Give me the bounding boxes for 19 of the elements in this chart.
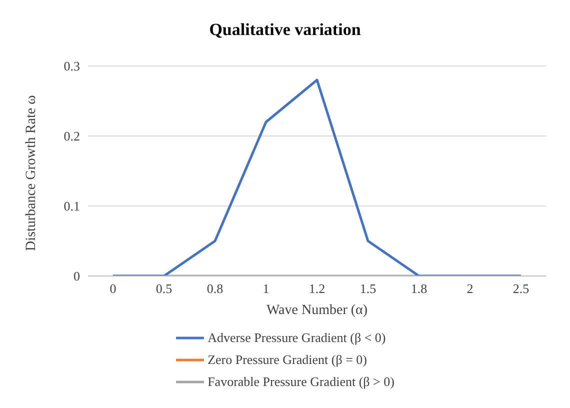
y-tick-label: 0 (74, 268, 80, 284)
y-tick-label: 0.1 (64, 198, 80, 214)
x-tick-label: 1.5 (360, 281, 376, 296)
x-tick-label: 0.8 (206, 281, 224, 296)
x-tick-label: 2.5 (512, 281, 530, 296)
x-tick-label: 2 (466, 281, 474, 296)
y-axis-title: Disturbance Growth Rate ω (24, 95, 39, 251)
legend-label: Adverse Pressure Gradient (β < 0) (208, 330, 386, 346)
chart-title: Qualitative variation (208, 20, 362, 40)
legend-label: Favorable Pressure Gradient (β > 0) (208, 374, 394, 390)
y-tick-label: 0.3 (64, 58, 80, 74)
legend-label: Zero Pressure Gradient (β = 0) (208, 352, 367, 368)
x-tick-label: 1.2 (308, 281, 326, 296)
x-tick-label: 0 (110, 281, 116, 296)
x-axis-title: Wave Number (α) (266, 303, 368, 318)
x-tick-label: 1 (262, 281, 270, 296)
x-tick-label: 0.5 (156, 281, 172, 296)
x-tick-label: 1.8 (410, 281, 428, 296)
y-tick-label: 0.2 (64, 128, 80, 144)
